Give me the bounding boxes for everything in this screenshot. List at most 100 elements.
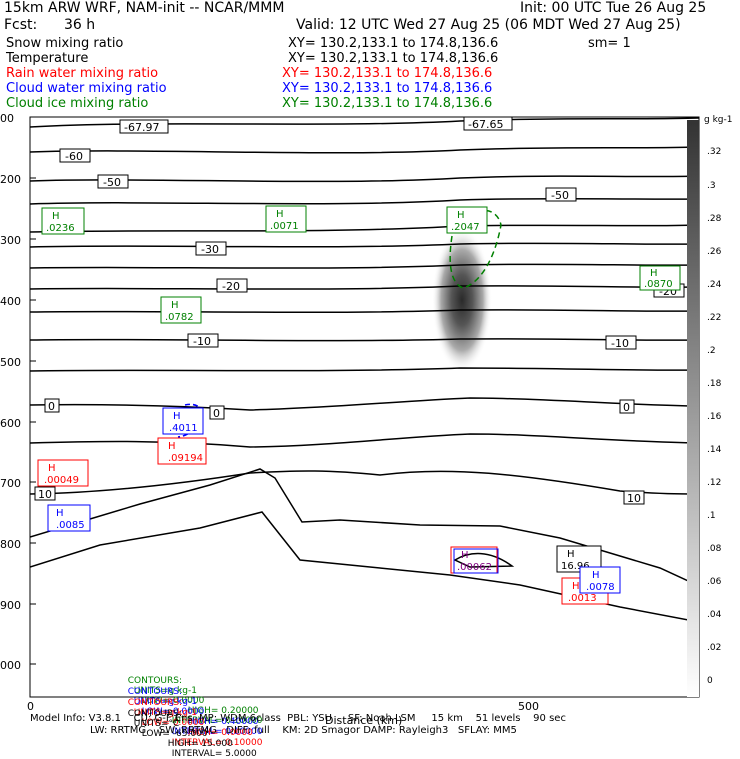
contour-info-high: HIGH= 0.40000 <box>187 717 259 727</box>
high-value: .0013 <box>568 593 597 604</box>
contour-info-cloudwater: CONTOURS: UNITS=g kg-1 LOW= 0.0000 HIGH=… <box>122 677 263 737</box>
contour-info-low: LOW= 0.0000 <box>141 718 205 728</box>
high-value: .0085 <box>56 520 85 531</box>
cloud-ice-contour <box>449 209 502 289</box>
field-temp-xy: XY= 130.2,133.1 to 174.8,136.6 <box>288 51 499 66</box>
field-rain-name: Rain water mixing ratio <box>6 66 159 81</box>
high-label: H <box>276 209 284 220</box>
colorbar-tick: .22 <box>707 313 721 323</box>
contour-info-high: HIGH= 15.000 <box>167 739 233 749</box>
high-label: H <box>592 570 600 581</box>
colorbar-tick: .28 <box>707 214 722 224</box>
contour-info-units: UNITS=g kg-1 <box>133 708 197 718</box>
y-tick-label: 500 <box>0 356 21 369</box>
contour-info-label: CONTOURS: <box>127 676 183 686</box>
contour-line <box>30 146 699 154</box>
contour-line <box>30 397 699 411</box>
contour-info-units: UNITS=°C <box>133 719 180 729</box>
valid-time: Valid: 12 UTC Wed 27 Aug 25 (06 MDT Wed … <box>296 17 681 33</box>
contour-line <box>30 285 699 290</box>
contour-info-label: CONTOURS: <box>127 709 183 719</box>
contour-line <box>30 175 699 183</box>
cloud-water-contour <box>177 403 203 438</box>
high-markers: H.0236 H.0071 H.2047 H.0870 H.0782 H.401… <box>37 205 681 605</box>
contour-info-high: HIGH= 0.0000 <box>187 728 253 738</box>
x-axis-label: Distance (km) <box>325 714 402 727</box>
high-label: H <box>52 211 60 222</box>
colorbar-tick: .04 <box>707 610 722 620</box>
colorbar-tick: 0 <box>707 676 713 686</box>
colorbar-tick: .3 <box>707 181 716 191</box>
contour-line <box>30 197 699 205</box>
model-title: 15km ARW WRF, NAM-init -- NCAR/MMM <box>4 0 285 16</box>
x-tick-label: 500 <box>518 700 539 713</box>
colorbar-labels: g kg-1 .32 .3 .28 .26 .24 .22 .2 .18 .16… <box>704 115 732 686</box>
colorbar-tick: .2 <box>707 346 716 356</box>
high-value: .0782 <box>165 312 194 323</box>
colorbar <box>687 120 699 697</box>
init-time: Init: 00 UTC Tue 26 Aug 25 <box>520 0 707 16</box>
temp-label: 10 <box>627 492 641 505</box>
x-axis: 0 500 Distance (km) <box>27 700 539 727</box>
temp-label: -10 <box>611 337 629 350</box>
y-tick-label: 900 <box>0 599 21 612</box>
fcst-label: Fcst: <box>4 17 38 33</box>
colorbar-tick: .02 <box>707 643 721 653</box>
y-tick-label: 400 <box>0 295 21 308</box>
contour-info-label: CONTOURS: <box>127 698 183 708</box>
y-tick-label: 600 <box>0 417 21 430</box>
colorbar-tick: .12 <box>707 478 721 488</box>
fcst-value: 36 h <box>64 17 96 33</box>
colorbar-tick: .26 <box>707 247 722 257</box>
y-tick-label: 300 <box>0 234 21 247</box>
high-value: .0071 <box>270 221 299 232</box>
high-label: H <box>650 268 658 279</box>
high-value: 16.96 <box>561 561 590 572</box>
temp-label: -60 <box>65 150 83 163</box>
contour-line <box>30 242 699 248</box>
field-snow-xy: XY= 130.2,133.1 to 174.8,136.6 <box>288 36 499 51</box>
contour-info-units: UNITS=g kg-1 <box>133 697 197 707</box>
y-ticks <box>30 177 36 665</box>
field-cloudice-name: Cloud ice mixing ratio <box>6 96 149 111</box>
field-snow-smooth: sm= 1 <box>588 36 631 51</box>
y-tick-label: 00 <box>0 112 14 125</box>
field-cloudwater-xy: XY= 130.2,133.1 to 174.8,136.6 <box>282 81 493 96</box>
contour-info-units: UNITS=g kg-1 <box>133 686 197 696</box>
high-value: .4011 <box>169 423 198 434</box>
field-temp-name: Temperature <box>6 51 89 66</box>
temperature-contours <box>30 117 699 495</box>
temp-label: -67.97 <box>124 121 159 134</box>
colorbar-tick: .18 <box>707 379 722 389</box>
temp-label: 10 <box>38 488 52 501</box>
colorbar-tick: .24 <box>707 280 722 290</box>
high-value: .0078 <box>586 582 615 593</box>
temp-label: 0 <box>623 401 630 414</box>
high-value: .2047 <box>451 222 480 233</box>
high-value: .0870 <box>644 279 673 290</box>
contour-info-low: LOW= -65.000 <box>141 729 208 739</box>
y-tick-label: 000 <box>0 659 21 672</box>
model-info-line2: LW: RRTMG SW: RRTMG DIFF: full KM: 2D Sm… <box>90 725 517 736</box>
contour-line <box>30 224 699 233</box>
contour-line <box>30 470 699 495</box>
y-tick-label: 200 <box>0 173 21 186</box>
colorbar-tick: .08 <box>707 544 722 554</box>
high-value: .09194 <box>168 453 203 464</box>
temp-label: 0 <box>48 400 55 413</box>
contour-info-interval: INTERVAL= 0.10000 <box>171 716 263 726</box>
y-tick-label: 700 <box>0 477 21 490</box>
contour-line <box>30 263 699 269</box>
colorbar-tick: .14 <box>707 445 722 455</box>
contour-info-low: LOW= 0.0000 <box>141 707 205 717</box>
temp-label: -10 <box>193 335 211 348</box>
high-label: H <box>572 581 580 592</box>
colorbar-unit: g kg-1 <box>704 115 732 125</box>
contour-info-label: CONTOURS: <box>127 687 183 697</box>
temp-label: -50 <box>551 189 569 202</box>
temp-label: -50 <box>103 176 121 189</box>
model-info-line1: Model Info: V3.8.1 CU: G-F Ens MP: WDM 6… <box>30 713 566 724</box>
contour-info-interval: INTERVAL= 0.10000 <box>171 727 263 737</box>
colorbar-tick: .16 <box>707 412 722 422</box>
high-value: .0236 <box>46 223 75 234</box>
